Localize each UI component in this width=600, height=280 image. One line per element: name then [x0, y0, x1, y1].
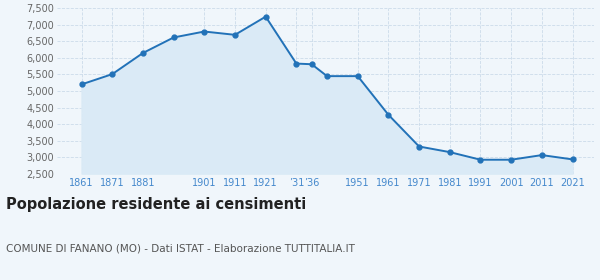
Text: COMUNE DI FANANO (MO) - Dati ISTAT - Elaborazione TUTTITALIA.IT: COMUNE DI FANANO (MO) - Dati ISTAT - Ela… — [6, 244, 355, 254]
Text: Popolazione residente ai censimenti: Popolazione residente ai censimenti — [6, 197, 306, 213]
